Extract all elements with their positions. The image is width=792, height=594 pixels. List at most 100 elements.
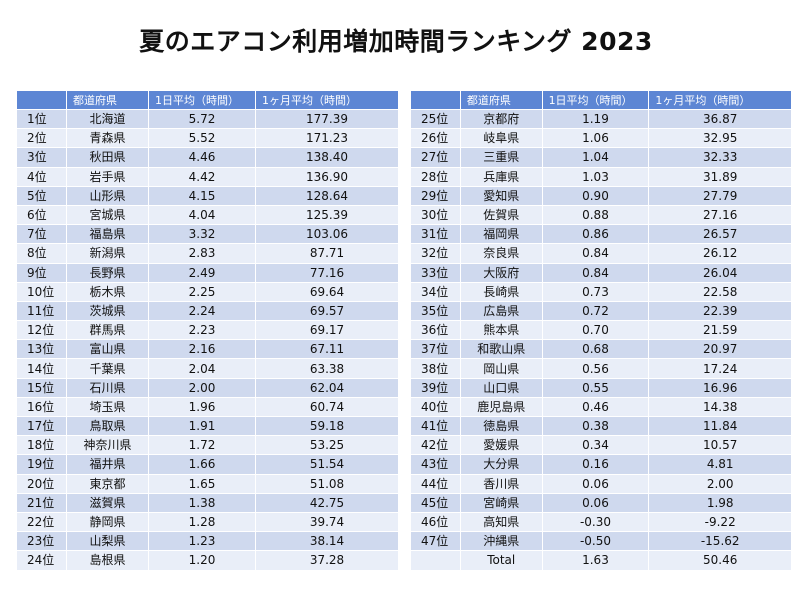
prefecture-cell: 静岡県 [66, 511, 149, 533]
prefecture-cell: 岩手県 [66, 166, 149, 187]
prefecture-cell: 福岡県 [459, 224, 543, 245]
rank-cell: 32位 [410, 243, 461, 264]
page-title: 夏のエアコン利用増加時間ランキング 2023 [139, 27, 653, 56]
monthly-avg-cell: 51.08 [255, 473, 399, 494]
rank-cell: 41位 [410, 415, 461, 437]
prefecture-cell: 鳥取県 [66, 415, 149, 437]
table-row: 10位 栃木県 2.25 69.64 [16, 281, 399, 302]
header-daily-avg: 1日平均（時間） [541, 90, 650, 110]
rank-cell: 2位 [16, 128, 67, 149]
monthly-avg-cell: -15.62 [648, 531, 792, 552]
table-row: 26位 岐阜県 1.06 32.95 [410, 128, 792, 149]
table-row: 20位 東京都 1.65 51.08 [16, 473, 399, 494]
rank-cell: 21位 [16, 492, 67, 513]
daily-avg-cell: 1.66 [148, 454, 256, 475]
rank-cell: 30位 [410, 204, 461, 226]
prefecture-cell: 鹿児島県 [459, 396, 543, 418]
monthly-avg-cell: 14.38 [648, 396, 792, 418]
header-monthly-avg: 1ヶ月平均（時間） [648, 90, 792, 110]
table-row: 12位 群馬県 2.23 69.17 [16, 320, 399, 341]
daily-avg-cell: 0.56 [541, 358, 650, 379]
rank-cell: 40位 [410, 396, 461, 418]
rank-cell: 38位 [410, 358, 461, 379]
prefecture-cell: 島根県 [66, 550, 149, 571]
prefecture-cell: 秋田県 [66, 147, 149, 168]
daily-avg-cell: 4.46 [148, 147, 256, 168]
monthly-avg-cell: 69.17 [255, 320, 399, 341]
rank-cell: 19位 [16, 454, 67, 475]
rank-cell: 25位 [410, 108, 461, 130]
rank-cell: 28位 [410, 166, 461, 187]
prefecture-cell: 新潟県 [66, 243, 149, 264]
daily-avg-cell: 1.20 [148, 550, 256, 571]
daily-avg-cell: -0.50 [541, 531, 650, 552]
monthly-avg-cell: 27.16 [648, 204, 792, 226]
daily-avg-cell: 1.72 [148, 435, 256, 456]
prefecture-cell: 栃木県 [66, 281, 149, 302]
daily-avg-cell: 0.38 [541, 415, 650, 437]
prefecture-cell: 宮城県 [66, 204, 149, 226]
prefecture-cell: 岐阜県 [459, 128, 543, 149]
rank-cell: 31位 [410, 224, 461, 245]
monthly-avg-cell: 60.74 [255, 396, 399, 418]
monthly-avg-cell: 27.79 [648, 185, 792, 206]
rank-cell: 3位 [16, 147, 67, 168]
table-row: 11位 茨城県 2.24 69.57 [16, 300, 399, 322]
daily-avg-cell: 4.42 [148, 166, 256, 187]
rank-cell: 1位 [16, 108, 67, 130]
daily-avg-cell: 2.00 [148, 377, 256, 398]
table-row: 30位 佐賀県 0.88 27.16 [410, 204, 792, 226]
monthly-avg-cell: 22.58 [648, 281, 792, 302]
prefecture-cell: 京都府 [459, 108, 543, 130]
rank-cell: 27位 [410, 147, 461, 168]
prefecture-cell: 愛媛県 [459, 435, 543, 456]
rank-cell: 42位 [410, 435, 461, 456]
daily-avg-cell: 3.32 [148, 224, 256, 245]
daily-avg-cell: 1.63 [541, 550, 650, 571]
daily-avg-cell: 1.96 [148, 396, 256, 418]
monthly-avg-cell: 26.57 [648, 224, 792, 245]
daily-avg-cell: 0.68 [541, 339, 650, 360]
prefecture-cell: 神奈川県 [66, 435, 149, 456]
monthly-avg-cell: 50.46 [648, 550, 792, 571]
monthly-avg-cell: 63.38 [255, 358, 399, 379]
prefecture-cell: 佐賀県 [459, 204, 543, 226]
table-header-row: 都道府県 1日平均（時間） 1ヶ月平均（時間） [16, 90, 399, 110]
rank-cell: 14位 [16, 358, 67, 379]
prefecture-cell: 大阪府 [459, 262, 543, 283]
rank-cell: 37位 [410, 339, 461, 360]
table-row: 36位 熊本県 0.70 21.59 [410, 320, 792, 341]
rank-cell: 26位 [410, 128, 461, 149]
rank-cell: 17位 [16, 415, 67, 437]
prefecture-cell: 北海道 [66, 108, 149, 130]
rank-cell: 46位 [410, 511, 461, 533]
monthly-avg-cell: 53.25 [255, 435, 399, 456]
prefecture-cell: 長野県 [66, 262, 149, 283]
rank-cell: 13位 [16, 339, 67, 360]
table-row: 45位 宮崎県 0.06 1.98 [410, 492, 792, 513]
prefecture-cell: 長崎県 [459, 281, 543, 302]
monthly-avg-cell: -9.22 [648, 511, 792, 533]
table-row: 29位 愛知県 0.90 27.79 [410, 185, 792, 206]
rank-cell: 15位 [16, 377, 67, 398]
table-row: 37位 和歌山県 0.68 20.97 [410, 339, 792, 360]
table-row: 6位 宮城県 4.04 125.39 [16, 204, 399, 226]
monthly-avg-cell: 31.89 [648, 166, 792, 187]
monthly-avg-cell: 128.64 [255, 185, 399, 206]
table-row: 8位 新潟県 2.83 87.71 [16, 243, 399, 264]
monthly-avg-cell: 4.81 [648, 454, 792, 475]
daily-avg-cell: 0.70 [541, 320, 650, 341]
daily-avg-cell: 0.34 [541, 435, 650, 456]
table-row: 44位 香川県 0.06 2.00 [410, 473, 792, 494]
daily-avg-cell: 0.46 [541, 396, 650, 418]
prefecture-cell: 沖縄県 [459, 531, 543, 552]
table-row: 19位 福井県 1.66 51.54 [16, 454, 399, 475]
monthly-avg-cell: 62.04 [255, 377, 399, 398]
prefecture-cell: 群馬県 [66, 320, 149, 341]
daily-avg-cell: 1.28 [148, 511, 256, 533]
rank-cell: 34位 [410, 281, 461, 302]
monthly-avg-cell: 32.33 [648, 147, 792, 168]
prefecture-cell: 三重県 [459, 147, 543, 168]
rank-cell: 4位 [16, 166, 67, 187]
table-row: 40位 鹿児島県 0.46 14.38 [410, 396, 792, 418]
